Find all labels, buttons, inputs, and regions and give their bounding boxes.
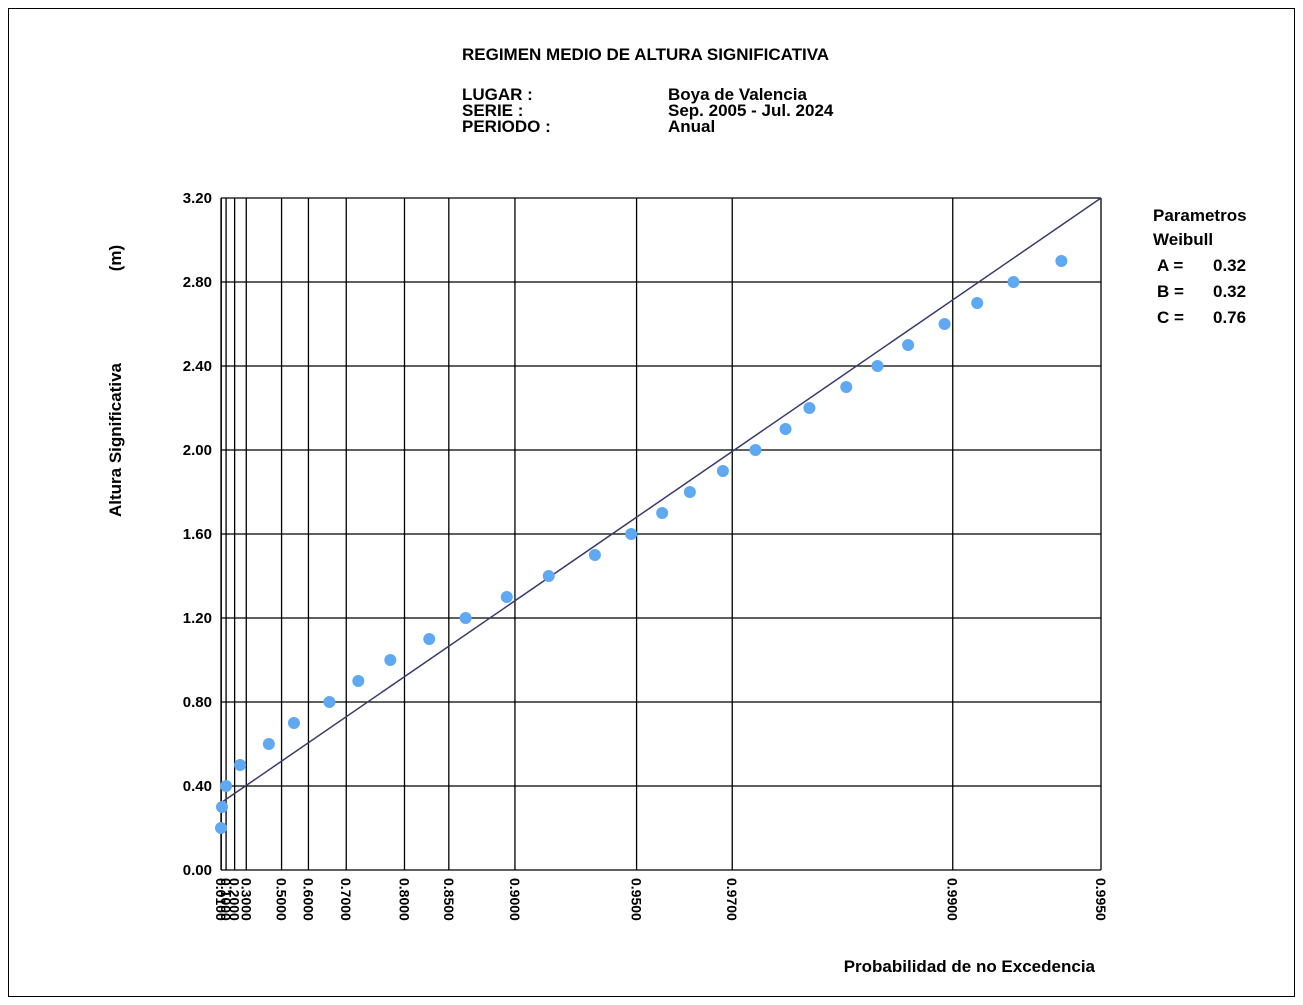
data-point: [220, 780, 233, 792]
param-a: A = 0.32: [1153, 253, 1247, 279]
data-point: [749, 444, 762, 456]
fit-line-layer: [220, 197, 1102, 804]
data-point: [500, 591, 513, 603]
lugar-label: LUGAR :: [462, 85, 533, 104]
data-points: [215, 255, 1068, 834]
serie-value: Sep. 2005 - Jul. 2024: [668, 101, 834, 120]
data-point: [215, 822, 228, 834]
chart-frame: [8, 8, 1295, 997]
data-point: [459, 612, 472, 624]
x-tick-label: 0.1000: [218, 878, 234, 921]
data-point: [683, 486, 696, 498]
x-axis-title: Probabilidad de no Excedencia: [844, 957, 1096, 976]
param-b-label: B =: [1157, 282, 1184, 301]
x-tick-label: 0.8000: [396, 878, 412, 921]
params-title-1: Parametros: [1153, 206, 1247, 225]
x-tick-label: 0.7000: [338, 878, 354, 921]
param-c-label: C =: [1157, 308, 1184, 327]
data-point: [423, 633, 436, 645]
y-tick-label: 1.60: [183, 526, 212, 543]
y-tick-label: 0.00: [183, 862, 212, 879]
param-c-value: 0.76: [1213, 308, 1247, 327]
y-tick-label: 0.40: [183, 778, 212, 795]
params-title-2: Weibull: [1153, 230, 1214, 249]
x-tick-label: 0.5000: [274, 878, 290, 921]
x-tick-label: 0.3000: [238, 878, 254, 921]
param-c: C = 0.76: [1153, 305, 1247, 331]
x-tick-label: 0.9900: [945, 878, 961, 921]
x-tick-label: 0.6000: [300, 878, 316, 921]
data-point: [542, 570, 555, 582]
data-point: [840, 381, 853, 393]
data-point: [588, 549, 601, 561]
x-tick-label: 0.9950: [1093, 878, 1109, 921]
data-point: [384, 654, 397, 666]
x-tick-label: 0.9000: [507, 878, 523, 921]
x-tick-label: 0.9500: [629, 878, 645, 921]
data-point: [716, 465, 729, 477]
y-tick-label: 2.40: [183, 358, 212, 375]
data-point: [323, 696, 336, 708]
y-tick-label: 0.80: [183, 694, 212, 711]
param-a-label: A =: [1157, 256, 1184, 275]
data-point: [871, 360, 884, 372]
weibull-parameters: Parametros Weibull A = 0.32 B = 0.32 C = 0.…: [1153, 203, 1247, 331]
data-point: [625, 528, 638, 540]
y-axis-unit: (m): [106, 245, 125, 271]
data-point: [971, 297, 984, 309]
data-point: [352, 675, 365, 687]
y-axis-title: Altura Significativa: [106, 362, 125, 517]
data-point: [1055, 255, 1068, 267]
y-tick-label: 2.00: [183, 442, 212, 459]
data-point: [779, 423, 792, 435]
weibull-fit-line: [220, 197, 1102, 804]
param-b: B = 0.32: [1153, 279, 1247, 305]
y-tick-label: 2.80: [183, 274, 212, 291]
periodo-value: Anual: [668, 117, 716, 136]
grid: [220, 197, 1102, 871]
x-tick-label: 0.9700: [724, 878, 740, 921]
data-point: [1007, 276, 1020, 288]
data-point: [287, 717, 300, 729]
param-b-value: 0.32: [1213, 282, 1247, 301]
chart-title: REGIMEN MEDIO DE ALTURA SIGNIFICATIVA: [462, 45, 830, 64]
periodo-label: PERIODO :: [462, 117, 551, 136]
x-tick-label: 0.0100: [213, 878, 229, 921]
x-tick-label: 0.8500: [441, 878, 457, 921]
y-tick-label: 1.20: [183, 610, 212, 627]
data-point: [938, 318, 951, 330]
param-a-value: 0.32: [1213, 256, 1247, 275]
serie-label: SERIE :: [462, 101, 524, 120]
data-point: [803, 402, 816, 414]
data-point: [234, 759, 247, 771]
data-point: [262, 738, 275, 750]
y-tick-label: 3.20: [183, 190, 212, 207]
data-point: [215, 801, 228, 813]
data-point: [656, 507, 669, 519]
data-point: [902, 339, 915, 351]
x-tick-label: 0.2000: [227, 878, 243, 921]
lugar-value: Boya de Valencia: [668, 85, 807, 104]
axis-labels: 0.00 0.40 0.80 1.20 1.60 2.00 2.40 2.80 3.20 0.01…: [106, 190, 1109, 976]
